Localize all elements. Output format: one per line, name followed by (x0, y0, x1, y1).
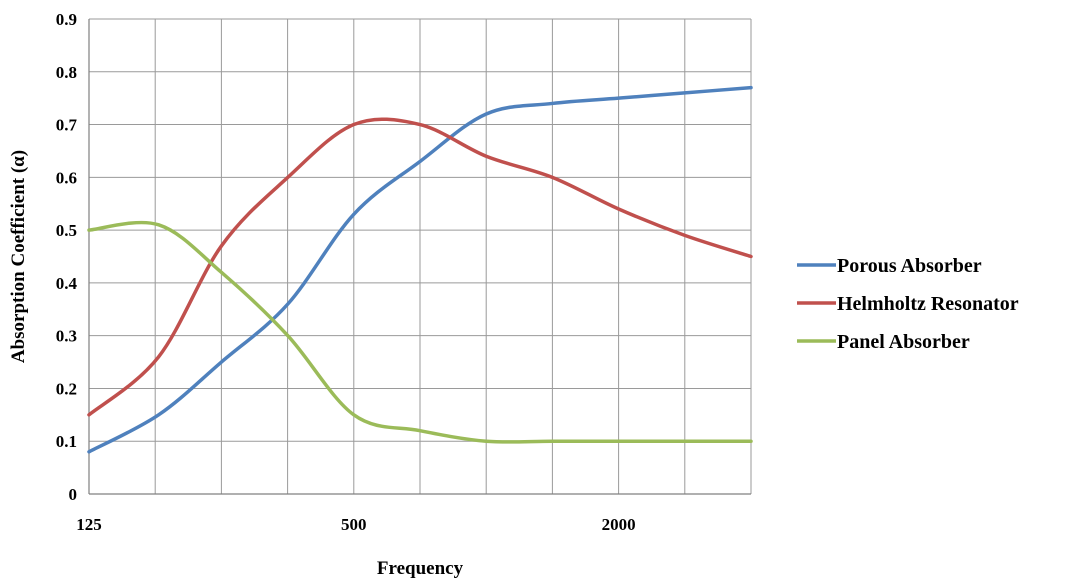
series-line-panel-absorber (87, 220, 753, 444)
y-tick-label: 0.3 (56, 327, 77, 346)
tick-labels: 0 0.1 0.2 0.3 0.4 0.5 0.6 0.7 0.8 0.9 125 500 2000 (56, 10, 636, 534)
x-tick-label: 125 (76, 515, 102, 534)
x-axis-title: Frequency (377, 558, 464, 579)
series-line-porous-absorber (87, 85, 753, 454)
legend-label-panel-absorber: Panel Absorber (837, 331, 970, 353)
y-tick-label: 0.9 (56, 10, 77, 29)
y-tick-label: 0.1 (56, 432, 77, 451)
legend-label-porous-absorber: Porous Absorber (837, 255, 982, 277)
y-tick-label: 0 (69, 485, 78, 504)
y-tick-label: 0.7 (56, 116, 78, 135)
y-tick-label: 0.8 (56, 63, 77, 82)
x-tick-label: 2000 (602, 515, 636, 534)
y-tick-label: 0.2 (56, 379, 77, 398)
y-tick-label: 0.4 (56, 274, 78, 293)
x-tick-label: 500 (341, 515, 367, 534)
y-axis-title: Absorption Coefficient (α) (8, 150, 29, 363)
legend-label-helmholtz-resonator: Helmholtz Resonator (837, 293, 1019, 315)
series-line-helmholtz-resonator (87, 117, 753, 417)
legend: Porous Absorber Helmholtz Resonator Panel … (797, 255, 1019, 353)
y-tick-label: 0.5 (56, 221, 77, 240)
series-lines (87, 85, 753, 454)
y-tick-label: 0.6 (56, 168, 77, 187)
